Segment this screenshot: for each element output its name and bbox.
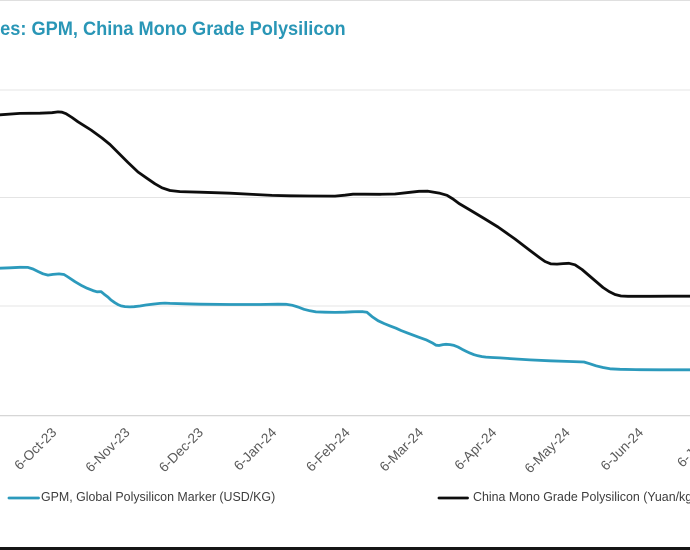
svg-text:6-Dec-23: 6-Dec-23: [156, 425, 206, 475]
svg-text:6-Jun-24: 6-Jun-24: [598, 425, 647, 474]
svg-text:6-May-24: 6-May-24: [522, 425, 574, 477]
svg-text:6-Jul-24: 6-Jul-24: [674, 425, 690, 471]
svg-text:6-Jan-24: 6-Jan-24: [231, 425, 280, 474]
svg-text:6-Feb-24: 6-Feb-24: [303, 425, 353, 475]
svg-text:6-Apr-24: 6-Apr-24: [452, 425, 500, 473]
svg-text:6-Oct-23: 6-Oct-23: [11, 425, 59, 473]
svg-text:6-Nov-23: 6-Nov-23: [83, 425, 133, 475]
svg-text:6-Mar-24: 6-Mar-24: [377, 425, 427, 475]
